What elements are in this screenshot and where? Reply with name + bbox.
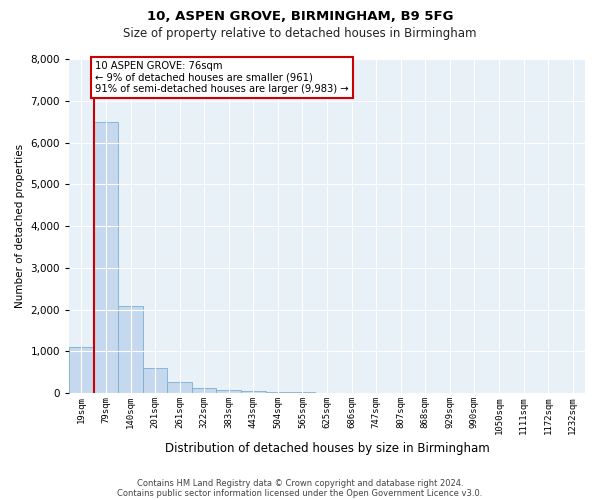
Bar: [266, 392, 290, 394]
Bar: [241, 391, 266, 394]
Bar: [217, 390, 241, 394]
Text: 10, ASPEN GROVE, BIRMINGHAM, B9 5FG: 10, ASPEN GROVE, BIRMINGHAM, B9 5FG: [147, 10, 453, 23]
Text: Size of property relative to detached houses in Birmingham: Size of property relative to detached ho…: [123, 28, 477, 40]
Text: Contains HM Land Registry data © Crown copyright and database right 2024.: Contains HM Land Registry data © Crown c…: [137, 478, 463, 488]
Bar: [94, 122, 118, 394]
Text: 10 ASPEN GROVE: 76sqm
← 9% of detached houses are smaller (961)
91% of semi-deta: 10 ASPEN GROVE: 76sqm ← 9% of detached h…: [95, 61, 349, 94]
X-axis label: Distribution of detached houses by size in Birmingham: Distribution of detached houses by size …: [164, 442, 490, 455]
Bar: [143, 368, 167, 394]
Text: Contains public sector information licensed under the Open Government Licence v3: Contains public sector information licen…: [118, 488, 482, 498]
Bar: [290, 392, 315, 394]
Bar: [167, 382, 192, 394]
Y-axis label: Number of detached properties: Number of detached properties: [15, 144, 25, 308]
Bar: [118, 306, 143, 394]
Bar: [69, 348, 94, 394]
Bar: [192, 388, 217, 394]
